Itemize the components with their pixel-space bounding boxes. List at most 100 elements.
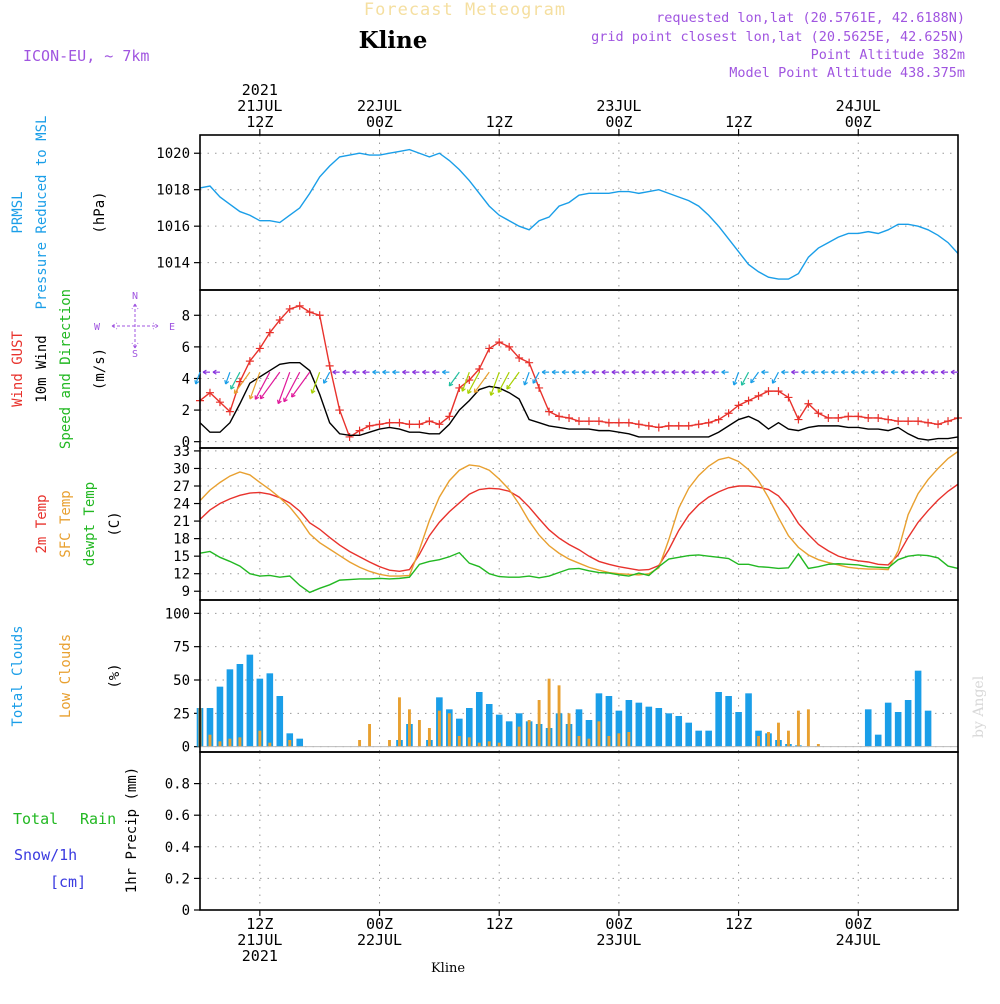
wind-arrow-head <box>910 369 915 375</box>
gust-marker <box>814 409 823 418</box>
panel-label: Pressure Reduced to MSL <box>34 116 50 310</box>
wind-arrow-head <box>651 369 656 375</box>
low-cloud-bar <box>398 697 401 747</box>
y-tick-label: 50 <box>173 673 190 689</box>
low-cloud-bar <box>786 730 790 747</box>
y-tick-label: 27 <box>173 479 190 495</box>
x-tick-label-top: 12Z <box>246 113 273 131</box>
x-tick-label-bottom: 00Z <box>366 915 393 933</box>
y-tick-label: 30 <box>173 461 190 477</box>
gust-marker <box>415 420 424 429</box>
wind-arrow-head <box>771 379 777 384</box>
total-cloud-bar <box>605 696 613 747</box>
low-cloud-bar <box>268 742 272 747</box>
low-cloud-bar <box>417 720 421 747</box>
low-cloud-bar <box>358 740 362 747</box>
wind-arrow <box>523 371 530 386</box>
wind-arrow-head <box>248 394 254 400</box>
gust-marker <box>225 407 234 416</box>
gust-marker <box>395 418 404 427</box>
low-cloud-bar <box>527 720 531 747</box>
wind-arrow-head <box>291 392 296 398</box>
panel-label: (m/s) <box>92 348 108 390</box>
wind-arrow-head <box>362 369 367 375</box>
total-cloud-bar <box>276 696 284 747</box>
wind-arrow-head <box>831 369 836 375</box>
wind-arrow-head <box>422 369 427 375</box>
wind-arrow <box>448 371 460 387</box>
wind-arrow-head <box>920 369 925 375</box>
wind-arrow-head <box>276 399 282 405</box>
low-cloud-bar <box>407 709 411 747</box>
wind-arrow-head <box>473 388 479 394</box>
gust-marker <box>624 418 633 427</box>
wind-arrow-head <box>523 380 528 386</box>
y-tick-label: 9 <box>182 584 190 600</box>
wind-arrow-head <box>322 379 328 384</box>
gust-marker <box>734 401 743 410</box>
low-cloud-bar <box>777 722 780 747</box>
gust-marker <box>255 344 264 353</box>
series-line <box>199 148 959 280</box>
gust-marker <box>674 421 683 430</box>
low-cloud-bar <box>806 709 810 747</box>
gust-marker <box>604 418 613 427</box>
wind-arrow <box>323 371 331 384</box>
total-cloud-bar <box>884 702 892 747</box>
wind-arrow <box>291 371 311 398</box>
wind-arrow-head <box>621 369 626 375</box>
total-cloud-bar <box>705 730 712 747</box>
gust-marker <box>245 357 254 366</box>
wind-arrow-head <box>432 369 437 375</box>
y-tick-label: 0 <box>182 435 190 451</box>
total-cloud-bar <box>645 706 653 747</box>
model-altitude: Model Point Altitude 438.375m <box>729 65 965 81</box>
wind-arrow <box>230 371 241 390</box>
gust-marker <box>275 316 284 325</box>
precip-axis-label: 1hr Precip (mm) <box>124 767 140 893</box>
wind-arrow-head <box>950 369 955 375</box>
total-cloud-bar <box>456 718 463 747</box>
y-tick-label: 0.4 <box>165 840 190 856</box>
gust-marker <box>425 417 434 426</box>
wind-arrow-head <box>601 369 606 375</box>
wind-arrow-head <box>860 369 865 375</box>
wind-arrow-head <box>750 378 755 384</box>
wind-arrow-head <box>641 369 646 375</box>
wind-arrow-head <box>532 379 537 384</box>
wind-arrow <box>311 371 321 394</box>
y-tick-label: 100 <box>165 606 190 622</box>
y-tick-label: 4 <box>182 371 190 387</box>
gust-marker <box>944 417 953 426</box>
panel-label: Wind GUST <box>10 331 26 407</box>
x-tick-label-top: 12Z <box>486 113 513 131</box>
x-tick-label-top: 12Z <box>725 113 752 131</box>
requested-lonlat: requested lon,lat (20.5761E, 42.6188N) <box>656 10 965 26</box>
low-cloud-bar <box>218 741 222 747</box>
gust-marker <box>535 383 544 392</box>
gust-marker <box>934 420 943 429</box>
total-cloud-bar <box>904 700 912 747</box>
low-cloud-bar <box>208 734 212 747</box>
low-cloud-bar <box>388 740 391 747</box>
compass-rose: N S W E <box>94 291 175 360</box>
wind-arrow-head <box>551 369 556 375</box>
x-tick-label-bottom: 12Z <box>246 915 273 933</box>
total-cloud-bar <box>914 670 922 747</box>
wind-arrow <box>461 371 470 392</box>
y-tick-label: 0.6 <box>165 808 190 824</box>
wind-arrow-head <box>561 369 566 375</box>
total-cloud-bar <box>266 673 274 747</box>
total-cloud-bar <box>924 710 932 747</box>
gust-marker <box>614 418 623 427</box>
x-tick-label-bottom: 00Z <box>845 915 872 933</box>
low-cloud-bar <box>557 685 561 747</box>
wind-arrow <box>741 371 750 386</box>
low-cloud-bar <box>587 738 591 747</box>
x-tick-label-bottom: 22JUL <box>357 931 402 949</box>
y-tick-label: 6 <box>182 340 190 356</box>
wind-arrow-head <box>402 369 407 375</box>
y-tick-label: 24 <box>173 497 190 513</box>
